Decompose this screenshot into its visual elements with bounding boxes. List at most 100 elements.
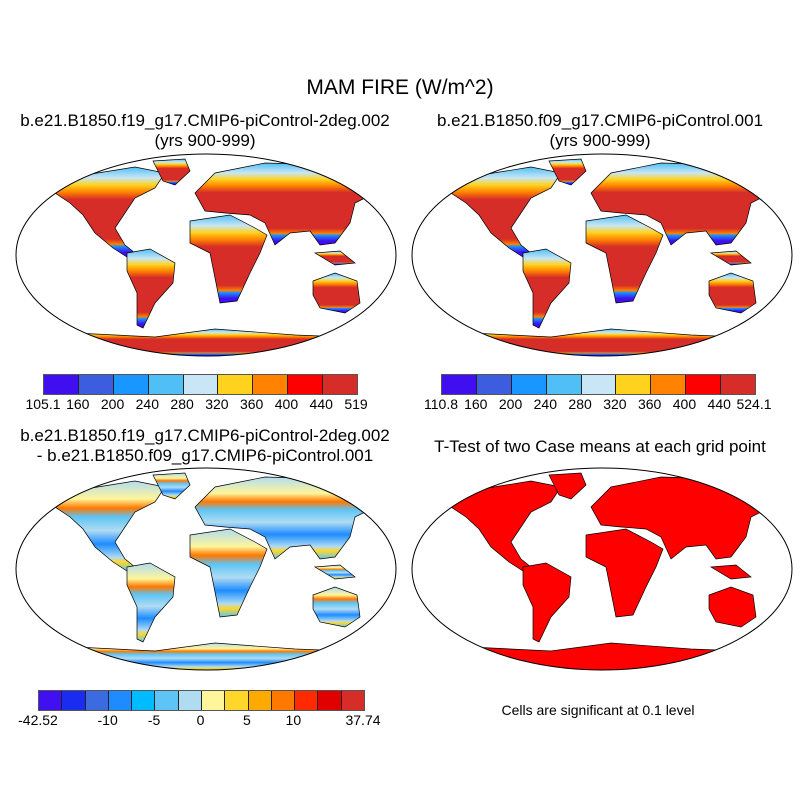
landmass-africa	[189, 214, 268, 304]
colorbar-label: -5	[147, 712, 161, 728]
colorbar-label: 200	[100, 396, 125, 412]
colorbar-case1	[43, 374, 358, 395]
colorbar-box	[39, 691, 63, 710]
landmass-maritime-continent	[313, 564, 356, 580]
colorbar-label: 160	[464, 396, 488, 412]
landmass-maritime-continent	[709, 564, 752, 580]
colorbar-box	[201, 691, 226, 710]
colorbar-label: 320	[603, 396, 627, 412]
map-panel-difference	[15, 467, 397, 671]
map-border	[411, 153, 793, 357]
colorbar-box	[225, 691, 249, 710]
colorbar-label: 360	[637, 396, 662, 412]
colorbar-box	[248, 691, 272, 710]
map-panel-case1	[15, 153, 397, 357]
colorbar-box	[113, 375, 149, 394]
colorbar-box	[476, 375, 512, 394]
landmass-greenland	[548, 472, 587, 500]
colorbar-label: -10	[97, 712, 118, 728]
colorbar-label: 524.1	[736, 396, 772, 412]
colorbar-box	[721, 375, 756, 394]
map-panel-ttest	[411, 467, 793, 671]
colorbar-box	[616, 375, 652, 394]
colorbar-difference	[38, 690, 365, 711]
colorbar-box	[546, 375, 582, 394]
landmass-south-america	[522, 562, 572, 643]
landmass-south-america	[522, 248, 572, 329]
panel1-title-line1: b.e21.B1850.f19_g17.CMIP6-piControl-2deg…	[20, 111, 390, 130]
landmass-north-america	[450, 480, 562, 572]
colorbar-label: 105.1	[25, 396, 61, 412]
colorbar-label: 360	[239, 396, 264, 412]
landmass-maritime-continent	[313, 250, 356, 266]
colorbar-box	[511, 375, 547, 394]
landmass-australia	[708, 272, 757, 314]
panel4-title: T-Test of two Case means at each grid po…	[434, 437, 766, 456]
panel1-title-line2: (yrs 900-999)	[154, 131, 256, 150]
landmass-africa	[189, 528, 268, 618]
colorbar-box	[253, 375, 289, 394]
panel2-title: b.e21.B1850.f09_g17.CMIP6-piControl.001 …	[400, 111, 800, 151]
figure-title: MAM FIRE (W/m^2)	[306, 76, 494, 99]
panel3-title: b.e21.B1850.f19_g17.CMIP6-piControl-2deg…	[0, 426, 410, 466]
colorbar-label: 110.8	[424, 396, 458, 412]
colorbar-box	[323, 375, 358, 394]
landmass-australia	[312, 586, 361, 628]
colorbar-label: 280	[568, 396, 592, 412]
colorbar-label: 440	[707, 396, 731, 412]
colorbar-box	[295, 691, 319, 710]
colorbar-box	[44, 375, 79, 394]
significance-note: Cells are significant at 0.1 level	[501, 702, 695, 718]
colorbar-box	[318, 691, 342, 710]
colorbar-label: 400	[274, 396, 299, 412]
landmass-australia	[708, 586, 757, 628]
colorbar-box	[183, 375, 219, 394]
landmass-greenland	[152, 472, 191, 500]
colorbar-box	[651, 375, 687, 394]
colorbar-label: 37.74	[345, 712, 381, 728]
colorbar-box	[686, 375, 722, 394]
colorbar-box	[85, 691, 109, 710]
landmass-africa	[585, 214, 664, 304]
landmass-south-america	[126, 562, 176, 643]
colorbar-label: 240	[533, 396, 558, 412]
landmass-greenland	[548, 158, 587, 186]
landmass-north-america	[450, 166, 562, 258]
colorbar-box	[155, 691, 179, 710]
colorbar-box	[78, 375, 114, 394]
landmass-north-america	[54, 480, 166, 572]
panel2-title-line1: b.e21.B1850.f09_g17.CMIP6-piControl.001	[436, 111, 764, 130]
landmass-greenland	[152, 158, 191, 186]
colorbar-box	[581, 375, 617, 394]
panel3-title-line1: b.e21.B1850.f19_g17.CMIP6-piControl-2deg…	[20, 426, 390, 445]
colorbar-box	[271, 691, 296, 710]
map-panel-case2	[411, 153, 793, 357]
colorbar-box	[442, 375, 477, 394]
colorbar-label: 280	[170, 396, 194, 412]
landmass-australia	[312, 272, 361, 314]
colorbar-label: 320	[205, 396, 229, 412]
map-border	[411, 467, 793, 671]
landmass-africa	[585, 528, 664, 618]
panel1-title: b.e21.B1850.f19_g17.CMIP6-piControl-2deg…	[0, 111, 410, 151]
colorbar-box	[288, 375, 324, 394]
colorbar-box	[132, 691, 156, 710]
colorbar-box	[218, 375, 254, 394]
colorbar-box	[148, 375, 184, 394]
colorbar-label: 160	[66, 396, 90, 412]
colorbar-box	[108, 691, 133, 710]
colorbar-label: 0	[196, 712, 205, 728]
colorbar-box	[62, 691, 86, 710]
colorbar-label: -42.52	[18, 712, 58, 728]
landmass-antarctica	[16, 328, 396, 356]
colorbar-label: 10	[285, 712, 302, 728]
colorbar-label: 240	[135, 396, 160, 412]
landmass-antarctica	[412, 328, 792, 356]
landmass-maritime-continent	[709, 250, 752, 266]
panel3-title-line2: - b.e21.B1850.f09_g17.CMIP6-piControl.00…	[36, 446, 374, 465]
colorbar-label: 5	[243, 712, 251, 728]
colorbar-box	[341, 691, 364, 710]
map-border	[15, 467, 397, 671]
colorbar-label: 200	[498, 396, 523, 412]
colorbar-label: 400	[672, 396, 697, 412]
